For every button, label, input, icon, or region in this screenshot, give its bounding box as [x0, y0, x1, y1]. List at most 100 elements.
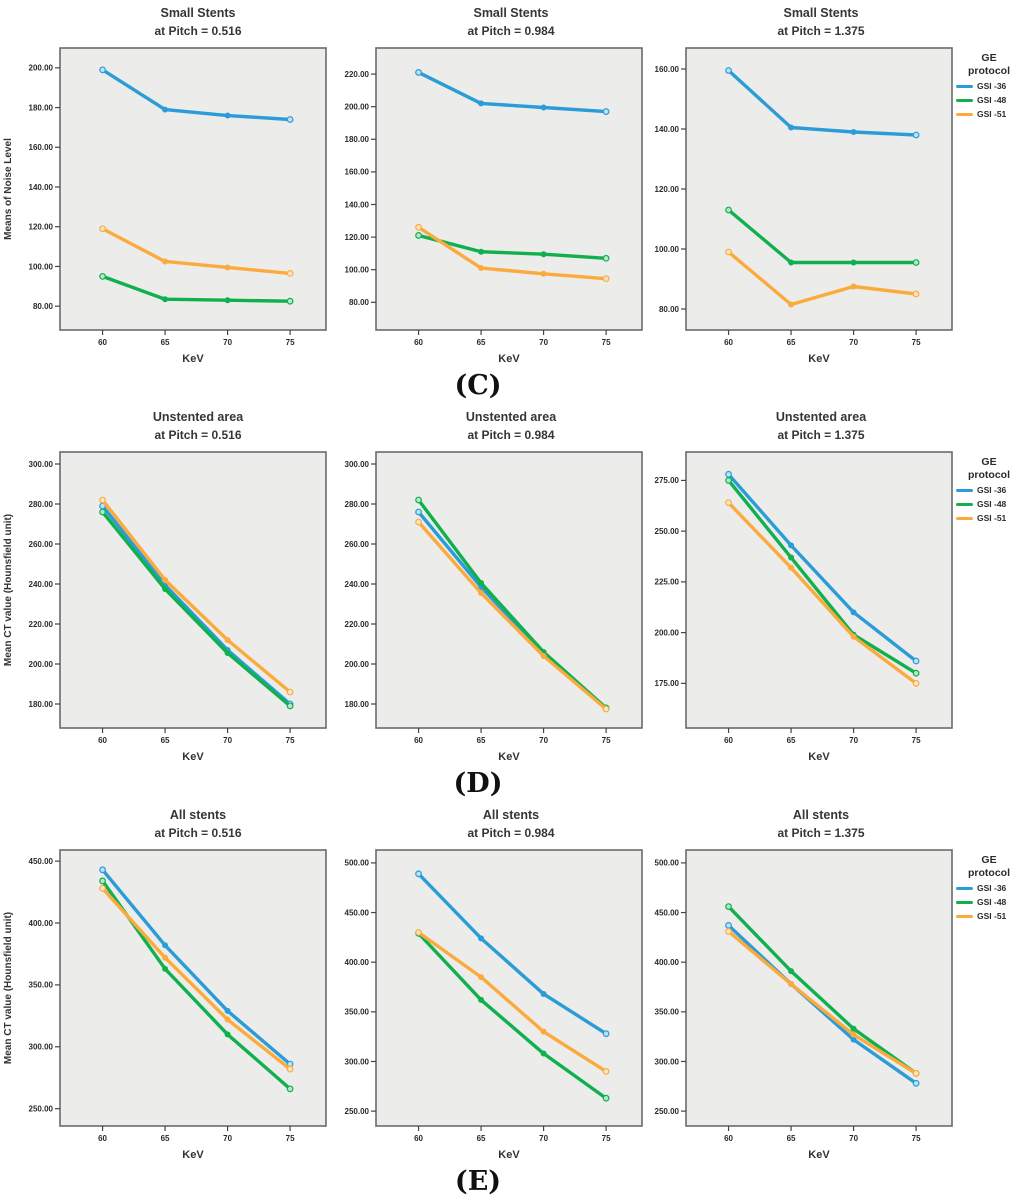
svg-text:180.00: 180.00	[29, 103, 54, 112]
svg-text:220.00: 220.00	[29, 620, 54, 629]
svg-text:180.00: 180.00	[345, 135, 370, 144]
legend-swatch-gsi51	[956, 112, 973, 116]
chart-titles: Unstented area at Pitch = 1.375	[686, 408, 956, 446]
svg-text:Means of Noise Level: Means of Noise Level	[3, 138, 14, 240]
line-chart: 175.00 200.00 225.00 250.00 275.00 60 65 70 75 Ke…	[655, 451, 953, 763]
svg-text:140.00: 140.00	[29, 183, 54, 192]
legend-title: protocol	[968, 468, 1010, 481]
svg-text:KeV: KeV	[182, 751, 204, 763]
svg-text:200.00: 200.00	[345, 660, 370, 669]
chart-subtitle: at Pitch = 0.984	[467, 24, 555, 38]
svg-text:65: 65	[161, 338, 170, 347]
svg-text:80.00: 80.00	[349, 298, 370, 307]
svg-text:70: 70	[849, 1134, 858, 1143]
svg-text:80.00: 80.00	[659, 305, 680, 314]
svg-text:65: 65	[477, 1134, 486, 1143]
svg-text:75: 75	[286, 736, 295, 745]
svg-text:KeV: KeV	[808, 353, 830, 365]
svg-text:450.00: 450.00	[29, 857, 54, 866]
svg-text:Mean CT value (Hounsfield unit: Mean CT value (Hounsfield unit)	[3, 912, 14, 1064]
legend-entry: GSI -51	[956, 513, 1022, 523]
line-chart: 180.00 200.00 220.00 240.00 260.00 280.00 300.…	[345, 451, 643, 763]
svg-text:75: 75	[912, 338, 921, 347]
svg-text:65: 65	[787, 1134, 796, 1143]
legend-entry: GSI -36	[956, 485, 1022, 495]
chart-panel: Unstented area at Pitch = 0.516 180.00 20…	[0, 408, 336, 766]
legend-swatch-gsi51	[956, 914, 973, 918]
svg-text:60: 60	[724, 736, 733, 745]
chart-title: Unstented area	[152, 410, 244, 424]
svg-text:70: 70	[223, 338, 232, 347]
legend: GE protocol GSI -36 GSI -48 GSI -51	[956, 854, 1022, 921]
chart-title: Small Stents	[160, 6, 236, 20]
svg-text:60: 60	[414, 338, 423, 347]
chart-titles: Unstented area at Pitch = 0.516	[60, 408, 336, 446]
svg-text:200.00: 200.00	[29, 660, 54, 669]
svg-text:KeV: KeV	[182, 353, 204, 365]
svg-text:400.00: 400.00	[29, 919, 54, 928]
svg-text:KeV: KeV	[808, 751, 830, 763]
svg-text:280.00: 280.00	[29, 500, 54, 509]
svg-text:65: 65	[161, 1134, 170, 1143]
row-label-e: (E)	[454, 1166, 502, 1197]
legend-title: GE	[981, 52, 997, 64]
svg-text:120.00: 120.00	[655, 185, 680, 194]
chart-titles: Unstented area at Pitch = 0.984	[376, 408, 646, 446]
legend-swatch-gsi36	[956, 488, 973, 492]
svg-text:KeV: KeV	[498, 1149, 520, 1161]
row-label-d: (D)	[453, 768, 503, 799]
svg-text:300.00: 300.00	[655, 1057, 680, 1066]
svg-text:70: 70	[223, 736, 232, 745]
legend-label: GSI -51	[977, 109, 1007, 120]
svg-text:60: 60	[98, 736, 107, 745]
chart-subtitle: at Pitch = 0.516	[154, 826, 242, 840]
svg-text:200.00: 200.00	[345, 102, 370, 111]
svg-text:75: 75	[602, 338, 611, 347]
svg-text:75: 75	[286, 338, 295, 347]
svg-text:260.00: 260.00	[345, 540, 370, 549]
line-chart: 180.00 200.00 220.00 240.00 260.00 280.00 300.…	[3, 451, 327, 763]
legend-title: protocol	[968, 64, 1010, 77]
svg-text:60: 60	[724, 338, 733, 347]
svg-text:70: 70	[539, 736, 548, 745]
line-chart: 80.00 100.00 120.00 140.00 160.00 180.00 200.0…	[3, 47, 327, 365]
legend-title: GE	[981, 854, 997, 866]
chart-title: Small Stents	[783, 6, 859, 20]
svg-text:KeV: KeV	[808, 1149, 830, 1161]
line-chart: 80.00 100.00 120.00 140.00 160.00 180.00 200.0…	[345, 47, 643, 365]
svg-text:60: 60	[98, 338, 107, 347]
svg-text:220.00: 220.00	[345, 620, 370, 629]
svg-text:175.00: 175.00	[655, 679, 680, 688]
chart-panel: Small Stents at Pitch = 0.984 80.00 100.0…	[336, 4, 646, 368]
chart-row-c: Small Stents at Pitch = 0.516 80.00 100.0…	[0, 4, 1024, 368]
svg-text:65: 65	[787, 736, 796, 745]
legend-swatch-gsi48	[956, 98, 973, 102]
svg-text:65: 65	[787, 338, 796, 347]
svg-text:450.00: 450.00	[345, 908, 370, 917]
legend-title: GE	[981, 456, 997, 468]
legend-swatch-gsi36	[956, 84, 973, 88]
line-chart: 80.00 100.00 120.00 140.00 160.00 60 65 70 75 KeV	[655, 47, 953, 365]
svg-text:75: 75	[286, 1134, 295, 1143]
chart-panel: Small Stents at Pitch = 1.375 80.00 100.0…	[646, 4, 956, 368]
svg-text:350.00: 350.00	[655, 1008, 680, 1017]
svg-text:180.00: 180.00	[29, 700, 54, 709]
svg-text:240.00: 240.00	[29, 580, 54, 589]
svg-text:60: 60	[98, 1134, 107, 1143]
svg-text:75: 75	[602, 736, 611, 745]
chart-title: Unstented area	[465, 410, 557, 424]
legend-entry: GSI -36	[956, 81, 1022, 91]
svg-text:100.00: 100.00	[29, 262, 54, 271]
legend-entry: GSI -48	[956, 499, 1022, 509]
svg-text:Mean CT value (Hounsfield unit: Mean CT value (Hounsfield unit)	[3, 514, 14, 666]
chart-subtitle: at Pitch = 0.516	[154, 428, 242, 442]
legend-title: protocol	[968, 866, 1010, 879]
svg-text:250.00: 250.00	[655, 1107, 680, 1116]
svg-text:180.00: 180.00	[345, 700, 370, 709]
svg-text:275.00: 275.00	[655, 476, 680, 485]
svg-text:160.00: 160.00	[655, 65, 680, 74]
chart-panel: Unstented area at Pitch = 0.984 180.00 20…	[336, 408, 646, 766]
legend-swatch-gsi51	[956, 516, 973, 520]
svg-text:300.00: 300.00	[29, 460, 54, 469]
